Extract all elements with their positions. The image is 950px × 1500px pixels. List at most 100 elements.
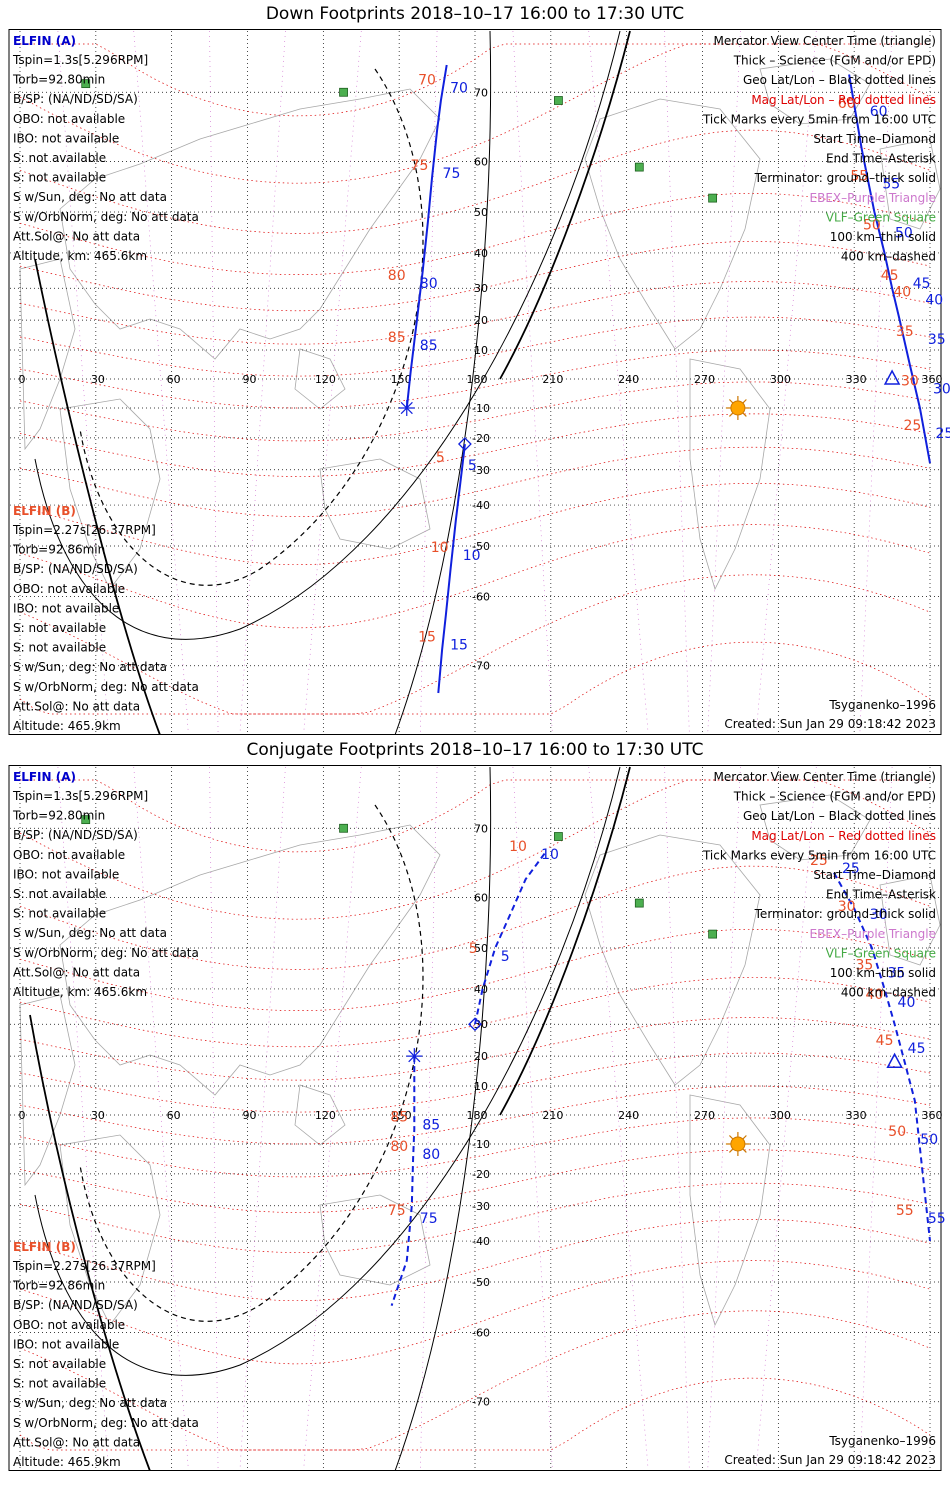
lat-tick-label: -50 bbox=[472, 1276, 490, 1289]
footprint-400km-curve bbox=[79, 804, 424, 1322]
mag-parallel bbox=[19, 1085, 931, 1145]
sun-ray bbox=[742, 412, 747, 417]
lat-tick-label: -20 bbox=[472, 432, 490, 445]
lat-tick-label: -30 bbox=[472, 1200, 490, 1213]
elfin-a-info-line: Torb=92.80min bbox=[12, 73, 105, 87]
panel-title-down: Down Footprints 2018–10–17 16:00 to 17:3… bbox=[265, 4, 685, 24]
lat-tick-label: 20 bbox=[474, 314, 488, 327]
lon-tick-label: 30 bbox=[91, 1109, 105, 1122]
track-tick-label-blue: 10 bbox=[463, 548, 481, 564]
lat-tick-label: 70 bbox=[474, 822, 488, 835]
mag-meridian bbox=[209, 766, 219, 1470]
sun-ray bbox=[728, 412, 734, 417]
track-tick-label-blue: 85 bbox=[420, 338, 438, 354]
center-triangle-icon bbox=[883, 369, 901, 385]
footprint-100km-curve bbox=[34, 766, 621, 1376]
track-tick-label-orange: 35 bbox=[896, 324, 914, 340]
continent-outline bbox=[879, 138, 941, 230]
legend-line: Mercator View Center Time (triangle) bbox=[714, 770, 936, 784]
continent-outline bbox=[319, 1194, 431, 1286]
station-markers bbox=[81, 79, 718, 203]
lon-tick-label: 30 bbox=[91, 373, 105, 386]
track-tick-label-blue: 80 bbox=[420, 276, 438, 292]
elfin-a-info-line: Tspin=1.3s[5.296RPM] bbox=[12, 53, 148, 67]
legend-line: Mag Lat/Lon – Red dotted lines bbox=[751, 829, 936, 843]
mag-parallel bbox=[19, 483, 931, 566]
track-tick-label-blue: 15 bbox=[450, 638, 468, 654]
lon-tick-label: 270 bbox=[694, 1109, 715, 1122]
track-tick-label-orange: 55 bbox=[850, 168, 868, 184]
model-label: Tsyganenko–1996 bbox=[828, 1434, 936, 1448]
track-tick-label-orange: 75 bbox=[388, 1203, 406, 1219]
created-label: Created: Sun Jan 29 09:18:42 2023 bbox=[724, 717, 936, 731]
mag-parallel bbox=[20, 779, 930, 853]
elfin-b-name: ELFIN (B) bbox=[13, 504, 76, 518]
legend-line: Start Time–Diamond bbox=[813, 868, 936, 882]
track-tick-label-orange: 40 bbox=[893, 285, 911, 301]
lat-tick-label: -10 bbox=[472, 1138, 490, 1151]
mag-parallel bbox=[20, 43, 930, 117]
elfin-a-info-line: Att.Sol@: No att data bbox=[13, 229, 140, 243]
track-tick-label-blue: 50 bbox=[895, 225, 913, 241]
vlf-green-square-icon bbox=[339, 87, 348, 97]
end-asterisk-icon bbox=[398, 399, 415, 416]
elfin-b-info-line: S: not available bbox=[13, 1377, 106, 1391]
elfin-b-name: ELFIN (B) bbox=[13, 1240, 76, 1254]
footprint-track-a-0 bbox=[405, 64, 448, 409]
geo-grid bbox=[10, 767, 940, 1469]
sun-icon bbox=[725, 395, 750, 420]
track-tick-label-blue: 30 bbox=[870, 907, 888, 923]
lat-tick-label: -60 bbox=[472, 591, 490, 604]
track-tick-label-orange: 55 bbox=[896, 1203, 914, 1219]
lat-tick-label: -20 bbox=[472, 1168, 490, 1181]
legend-line: VLF–Green Square bbox=[826, 946, 936, 960]
model-label: Tsyganenko–1996 bbox=[828, 698, 936, 712]
mag-parallel bbox=[19, 1260, 931, 1365]
vlf-green-square-icon bbox=[554, 832, 563, 841]
elfin-a-info-line: IBO: not available bbox=[13, 867, 119, 881]
continent-outline bbox=[294, 348, 346, 410]
track-tick-label-blue: 60 bbox=[870, 104, 888, 120]
vlf-green-square-icon bbox=[708, 193, 718, 203]
vlf-green-square-icon bbox=[81, 79, 91, 89]
mag-parallel bbox=[19, 446, 931, 517]
continent-outline bbox=[19, 994, 76, 1187]
track-tick-label-blue: 75 bbox=[420, 1211, 438, 1227]
lat-tick-label: -30 bbox=[472, 464, 490, 477]
legend-line: Mercator View Center Time (triangle) bbox=[714, 34, 936, 48]
track-tick-label-blue: 40 bbox=[898, 995, 916, 1011]
continent-outline bbox=[584, 98, 761, 350]
mag-parallel bbox=[19, 524, 931, 629]
elfin-b-info-line: S w/OrbNorm, deg: No att data bbox=[13, 1416, 199, 1430]
axis-labels: 0 30 60 90 120 150 180 210 240 270 300 330 360 70 60 50… bbox=[19, 86, 943, 672]
end-asterisk-icon bbox=[406, 1048, 423, 1065]
track-tick-label-blue: 75 bbox=[443, 166, 461, 182]
lat-tick-label: -40 bbox=[472, 1235, 490, 1248]
track-tick-label-orange: 70 bbox=[418, 72, 436, 88]
lon-tick-label: 60 bbox=[167, 1109, 181, 1122]
mag-parallel bbox=[19, 1182, 931, 1253]
lat-tick-label: 10 bbox=[474, 344, 488, 357]
elfin-b-info-line: Torb=92.86min bbox=[12, 543, 105, 557]
sun-icon bbox=[725, 1131, 750, 1156]
track-tick-label-orange: 5 bbox=[436, 450, 445, 466]
lon-tick-label: 270 bbox=[694, 373, 715, 386]
elfin-b-info-line: Torb=92.86min bbox=[12, 1279, 105, 1293]
track-tick-label-orange: 30 bbox=[901, 373, 919, 389]
elfin-b-info-line: IBO: not available bbox=[13, 601, 119, 615]
elfin-a-info-line: Tspin=1.3s[5.296RPM] bbox=[12, 789, 148, 803]
elfin-b-info-line: Tspin=2.27s[26.37RPM] bbox=[12, 1259, 156, 1273]
sun-ray bbox=[742, 1135, 747, 1140]
track-tick-label-orange: 50 bbox=[863, 217, 881, 233]
elfin-a-info-line: Altitude, km: 465.6km bbox=[13, 985, 147, 999]
lat-tick-label: 70 bbox=[474, 86, 488, 99]
track-tick-label-orange: 80 bbox=[388, 268, 406, 284]
elfin-a-info-line: OBO: not available bbox=[13, 112, 125, 126]
continent-outline bbox=[59, 88, 441, 360]
lon-tick-label: 120 bbox=[315, 373, 336, 386]
asterisk-stroke bbox=[408, 1050, 421, 1063]
terminator-lines bbox=[34, 30, 631, 735]
mag-parallel bbox=[19, 349, 931, 409]
track-tick-label-blue: 25 bbox=[935, 426, 950, 442]
elfin-a-info-line: Altitude, km: 465.6km bbox=[13, 249, 147, 263]
